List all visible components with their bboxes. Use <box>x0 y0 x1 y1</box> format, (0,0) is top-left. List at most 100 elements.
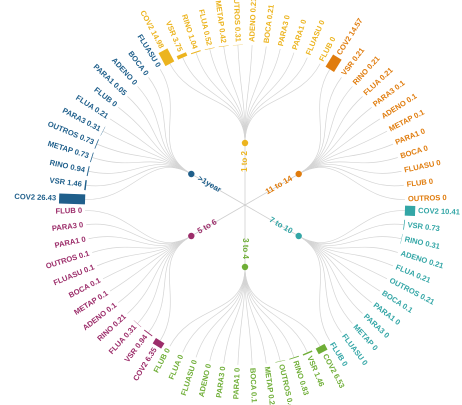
group-node <box>295 232 302 240</box>
leaf-label: VSR 1.46 <box>49 176 82 189</box>
leaf-link <box>298 235 331 341</box>
leaf-link <box>237 45 246 144</box>
leaf-label: METAP 0.42 <box>214 0 229 44</box>
value-bar <box>325 54 342 72</box>
group-label: 11 to 14 <box>264 173 294 196</box>
leaf-link <box>182 57 246 144</box>
leaf-link <box>118 235 192 303</box>
group-label: 7 to 10 <box>268 215 295 236</box>
leaf-link <box>86 165 192 187</box>
leaf-link <box>148 235 192 333</box>
leaf-link <box>92 157 192 175</box>
leaf-link <box>88 164 192 175</box>
leaf-label: PARA3 0 <box>214 366 227 398</box>
leaf-link <box>86 223 192 245</box>
group-label: >1year <box>196 174 223 195</box>
value-bar <box>176 52 188 60</box>
leaf-label: BOCA 0 <box>399 143 429 160</box>
value-bar <box>143 329 153 337</box>
leaf-link <box>298 118 381 175</box>
leaf-label: VSR 0.73 <box>407 220 440 233</box>
leaf-label: FLUASU 0 <box>403 158 441 175</box>
leaf-label: FLUA 0 <box>167 353 186 381</box>
leaf-link <box>298 167 405 200</box>
leaf-label: PARA1 0 <box>231 368 241 400</box>
leaf-link <box>298 235 398 253</box>
group-node <box>241 139 249 147</box>
leaf-label: OUTROS 0.31 <box>232 0 243 43</box>
leaf-link <box>169 266 246 347</box>
spoke-link <box>191 204 246 237</box>
value-bar <box>158 48 175 67</box>
group-node <box>241 263 249 271</box>
leaf-link <box>159 235 192 341</box>
leaf-link <box>159 69 192 175</box>
leaf-link <box>244 266 321 347</box>
leaf-link <box>244 266 281 362</box>
leaf-link <box>169 63 246 144</box>
leaf-link <box>298 235 402 246</box>
leaf-link <box>109 235 192 292</box>
leaf-link <box>118 107 192 175</box>
leaf-link <box>298 235 388 280</box>
group-label: 3 to 4 <box>241 238 250 259</box>
group-node <box>188 170 195 178</box>
leaf-label: BOCA 0.1 <box>248 368 259 404</box>
group-node <box>295 170 302 178</box>
leaf-link <box>298 165 404 187</box>
leaf-link <box>298 143 394 175</box>
leaf-label: FLUB 0 <box>406 177 433 189</box>
value-bars <box>58 44 416 363</box>
leaf-link <box>102 130 192 175</box>
leaf-link <box>298 77 342 175</box>
value-bar <box>302 350 313 356</box>
leaf-link <box>244 63 321 144</box>
leaf-link <box>244 266 253 365</box>
leaf-link <box>85 210 192 243</box>
leaf-link <box>298 96 363 175</box>
leaf-link <box>298 107 372 175</box>
leaf-link <box>209 266 246 362</box>
spoke-link <box>191 173 246 206</box>
value-bar <box>152 338 165 349</box>
leaf-link <box>244 266 295 358</box>
leaf-label: PARA3 0 <box>276 14 292 47</box>
leaf-link <box>96 143 192 175</box>
leaf-link <box>209 48 246 144</box>
leaf-link <box>244 48 281 144</box>
leaf-link <box>137 235 192 324</box>
leaf-link <box>244 46 267 144</box>
leaf-link <box>127 235 192 314</box>
leaf-label: PARA1 0 <box>54 235 87 250</box>
leaf-label: FLUB 0 <box>55 206 82 216</box>
leaf-label: ADENO 0 <box>197 363 213 398</box>
leaf-label: PARA3 0 <box>51 220 83 233</box>
leaf-link <box>298 235 372 303</box>
leaf-link <box>96 235 192 267</box>
leaf-label: BOCA 0.21 <box>262 3 276 44</box>
leaf-label: RINO 0.83 <box>291 359 311 396</box>
leaf-label: COV2 10.41 <box>418 206 461 216</box>
leaf-label: COV2 26.43 <box>14 192 56 202</box>
group-node <box>188 232 195 240</box>
leaf-label: RINO 0.94 <box>49 158 87 175</box>
leaf-link <box>223 46 246 144</box>
leaf-link <box>298 69 331 175</box>
leaf-link <box>244 266 308 353</box>
group-label: 1 to 2 <box>240 150 249 171</box>
group-label: 5 to 6 <box>196 217 219 236</box>
leaf-link <box>298 210 405 243</box>
leaf-link <box>298 86 353 175</box>
leaf-link <box>137 86 192 175</box>
leaf-link <box>298 235 394 267</box>
leaf-link <box>223 266 246 364</box>
leaf-link <box>298 235 353 324</box>
leaf-link <box>244 266 267 364</box>
leaf-label: OUTROS 0 <box>408 193 447 203</box>
value-bar <box>58 193 86 205</box>
spoke-link <box>244 173 299 206</box>
leaf-link <box>85 167 192 200</box>
leaf-label: FLUA 0.52 <box>197 8 214 46</box>
leaf-label: PARA1 0 <box>290 18 308 51</box>
